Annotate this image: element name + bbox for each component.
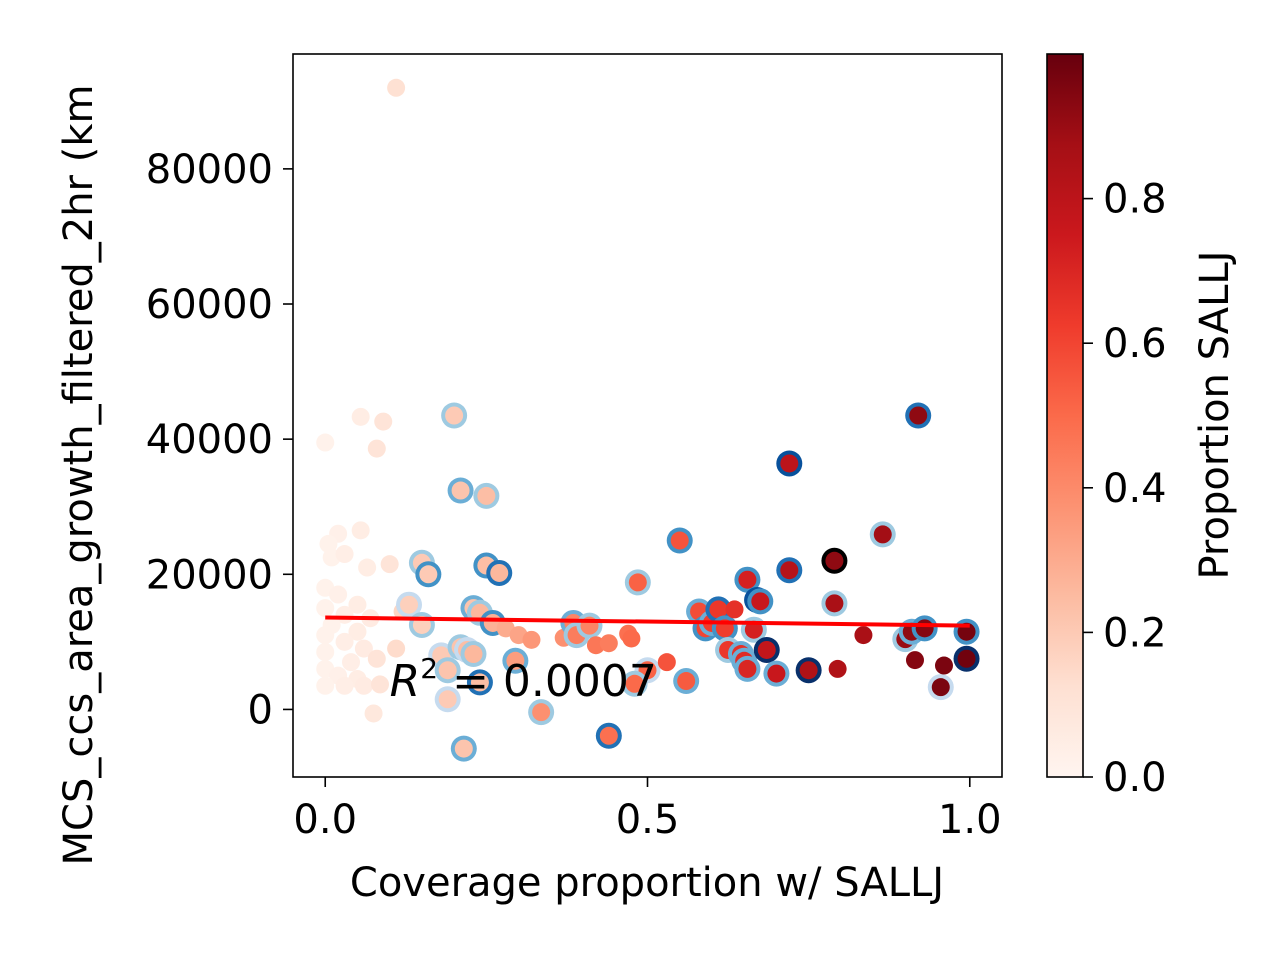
data-point	[351, 407, 370, 426]
data-point	[335, 545, 354, 564]
data-point	[348, 622, 367, 641]
data-point	[905, 651, 924, 670]
data-point	[400, 595, 419, 614]
r-squared-value: 0.0007	[503, 656, 657, 707]
colorbar-ticks: 0.0 0.2 0.4 0.6 0.8	[1083, 177, 1167, 801]
y-axis-ticks: 0 20000 40000 60000 80000	[146, 147, 293, 733]
data-point	[364, 704, 383, 723]
data-point	[599, 726, 618, 745]
data-point	[451, 481, 470, 500]
x-axis-ticks: 0.0 0.5 1.0	[293, 777, 1002, 843]
data-point	[367, 439, 386, 458]
data-point	[387, 78, 406, 97]
colorbar-tick-label: 0.6	[1103, 321, 1167, 367]
colorbar-tick-label: 0.0	[1103, 755, 1167, 801]
data-point	[316, 599, 335, 618]
data-point	[490, 563, 509, 582]
data-point	[532, 703, 551, 722]
data-point	[738, 570, 757, 589]
data-point	[825, 594, 844, 613]
data-point	[335, 632, 354, 651]
data-point	[957, 649, 976, 668]
colorbar-label: Proportion SALLJ	[1192, 251, 1238, 580]
data-point	[454, 739, 473, 758]
data-point	[757, 640, 776, 659]
data-point	[367, 649, 386, 668]
data-point	[342, 653, 361, 672]
x-axis-label: Coverage proportion w/ SALLJ	[350, 860, 944, 906]
data-point	[628, 573, 647, 592]
data-point	[316, 433, 335, 452]
data-point	[931, 678, 950, 697]
data-point	[506, 651, 525, 670]
y-tick-label: 80000	[146, 147, 273, 193]
x-tick-label: 0.0	[293, 797, 357, 843]
data-point	[915, 619, 934, 638]
y-tick-label: 60000	[146, 282, 273, 328]
data-point	[825, 551, 844, 570]
y-axis-label: MCS_ccs_area_growth_filtered_2hr (km	[56, 85, 102, 866]
data-point	[319, 534, 338, 553]
data-point	[709, 600, 728, 619]
colorbar-tick-label: 0.2	[1103, 610, 1167, 656]
data-point	[438, 690, 457, 709]
data-point	[854, 626, 873, 645]
data-point	[744, 620, 763, 639]
colorbar-tick-label: 0.8	[1103, 177, 1167, 223]
data-point	[799, 661, 818, 680]
data-point	[738, 659, 757, 678]
x-tick-label: 0.5	[616, 797, 680, 843]
data-point	[316, 676, 335, 695]
data-point	[657, 653, 676, 672]
colorbar-tick-label: 0.4	[1103, 466, 1167, 512]
data-point	[780, 454, 799, 473]
data-point	[599, 634, 618, 653]
data-point	[873, 525, 892, 544]
data-point	[622, 629, 641, 648]
data-point	[828, 659, 847, 678]
data-point	[419, 565, 438, 584]
data-point	[354, 676, 373, 695]
data-point	[445, 406, 464, 425]
data-point	[934, 656, 953, 675]
data-point	[767, 664, 786, 683]
y-tick-label: 40000	[146, 417, 273, 463]
data-point	[477, 486, 496, 505]
data-point	[348, 595, 367, 614]
data-point	[316, 626, 335, 645]
r-squared-annotation: R2 = 0.0007	[390, 652, 657, 707]
data-point	[464, 645, 483, 664]
data-point	[316, 642, 335, 661]
colorbar	[1046, 53, 1084, 778]
data-point	[751, 592, 770, 611]
data-point	[358, 558, 377, 577]
data-point	[625, 674, 644, 693]
data-point	[670, 531, 689, 550]
data-point	[780, 561, 799, 580]
data-point	[725, 600, 744, 619]
y-tick-label: 20000	[146, 552, 273, 598]
regression-line	[325, 615, 970, 628]
data-point	[522, 630, 541, 649]
data-point	[387, 639, 406, 658]
data-point	[374, 412, 393, 431]
data-point	[438, 661, 457, 680]
data-point	[354, 639, 373, 658]
data-point	[909, 406, 928, 425]
data-point	[335, 676, 354, 695]
data-point	[371, 675, 390, 694]
x-tick-label: 1.0	[938, 797, 1002, 843]
data-point	[677, 672, 696, 691]
data-points	[316, 78, 980, 762]
data-point	[351, 521, 370, 540]
data-point	[380, 555, 399, 574]
data-point	[329, 585, 348, 604]
data-point	[470, 673, 489, 692]
y-tick-label: 0	[248, 687, 273, 733]
